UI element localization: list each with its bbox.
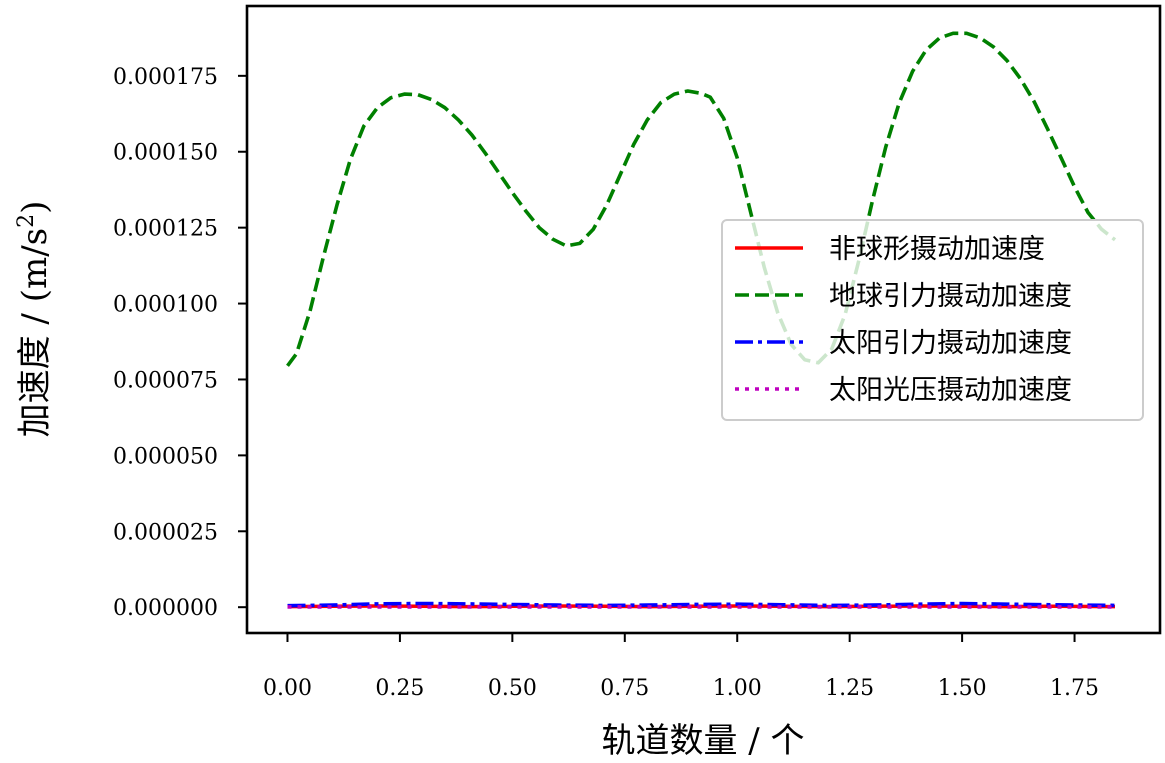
y-axis-label: 加速度 / (m/s2) [14,201,55,438]
y-tick-label-0: 0.000000 [113,596,218,621]
x-tick-label-3: 0.75 [600,676,649,701]
legend-label-2: 太阳引力摄动加速度 [829,328,1072,359]
x-tick-label-6: 1.50 [938,676,987,701]
x-tick-label-1: 0.25 [375,676,424,701]
x-axis-label: 轨道数量 / 个 [601,721,804,761]
y-tick-label-1: 0.000025 [113,520,218,545]
x-tick-label-2: 0.50 [488,676,537,701]
x-tick-label-4: 1.00 [713,676,762,701]
series-layer [286,31,1117,609]
y-axis-label-exponent: 2 [14,214,39,228]
legend-label-1: 地球引力摄动加速度 [829,281,1072,312]
y-axis-label-close: ) [15,201,55,214]
y-axis: 0.000000 0.000025 0.000050 0.000075 0.000100… [113,65,247,621]
y-tick-label-5: 0.000125 [113,217,218,242]
legend-label-0: 非球形摄动加速度 [829,234,1045,265]
legend-label-3: 太阳光压摄动加速度 [829,375,1072,406]
x-tick-label-0: 0.00 [263,676,312,701]
plot-frame [245,4,1162,635]
y-axis-label-main: 加速度 / (m/s [15,228,55,437]
y-tick-label-3: 0.000075 [113,368,218,393]
series-line-0 [287,604,1116,609]
x-tick-label-5: 1.25 [825,676,874,701]
y-tick-label-4: 0.000100 [113,293,218,318]
legend-box [721,219,1144,421]
y-tick-label-7: 0.000175 [113,65,218,90]
y-tick-label-6: 0.000150 [113,141,218,166]
series-line-1 [286,31,1117,367]
y-tick-label-2: 0.000050 [113,444,218,469]
x-tick-label-7: 1.75 [1050,676,1099,701]
x-axis: 0.00 0.25 0.50 0.75 1.00 1.25 1.50 1.75 [263,633,1099,701]
series-line-2 [287,601,1116,608]
